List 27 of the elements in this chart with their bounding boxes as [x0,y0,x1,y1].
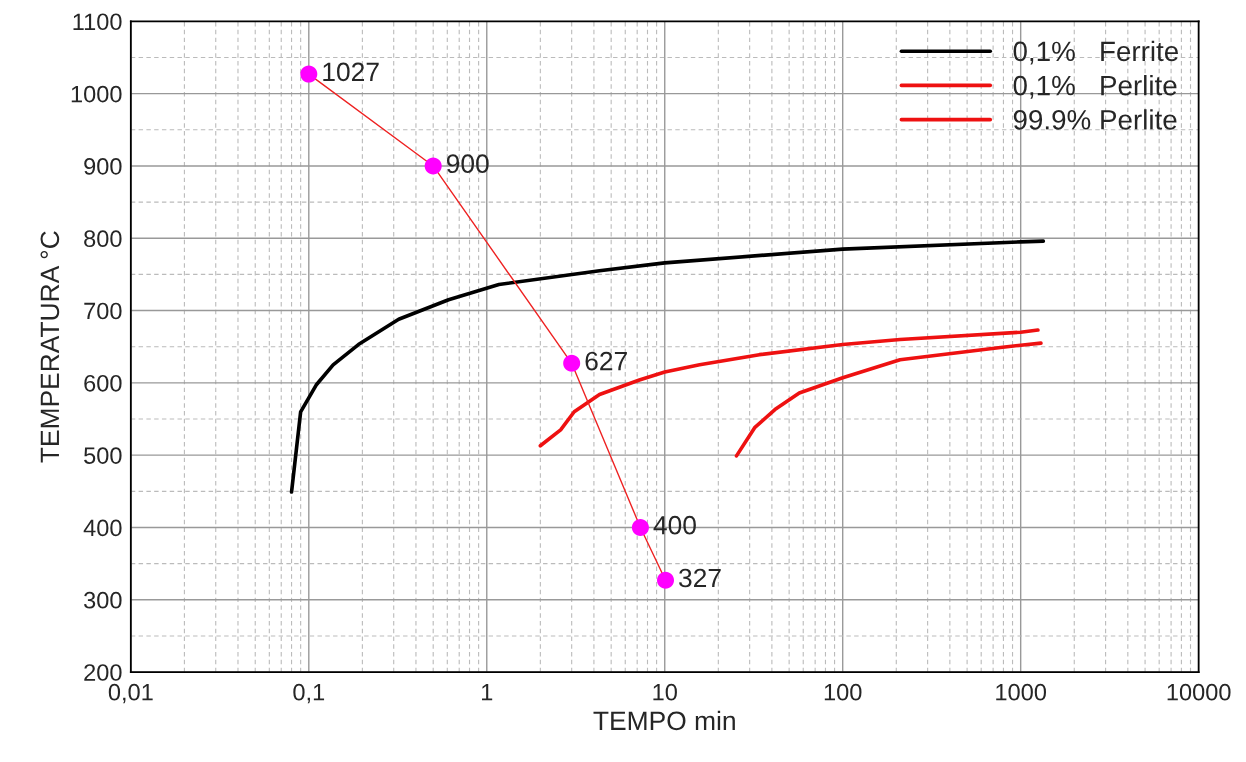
x-axis-title: TEMPO min [593,710,735,731]
data-label: 1027 [323,62,379,82]
y-tick-label: 800 [84,230,122,248]
x-tick-label: 0,01 [108,683,153,704]
legend-label: 0,1% Ferrite [1013,40,1178,65]
x-tick-label: 1 [482,684,493,701]
data-label: 900 [446,154,489,174]
y-tick-label: 1000 [71,85,122,103]
y-tick-label: 1100 [73,13,122,31]
data-label: 400 [653,515,696,535]
y-tick-label: 900 [84,158,122,175]
legend-label: 99.9% Perlite [1013,109,1177,130]
legend-label: 0,1% Perlite [1013,75,1177,99]
y-tick-label: 300 [84,591,122,609]
x-tick-label: 10000 [1167,683,1231,701]
data-label: 327 [679,568,721,588]
y-tick-label: 600 [84,374,122,392]
data-label: 627 [585,351,627,371]
y-axis-title: TEMPERATURA °C [40,231,60,463]
x-tick-label: 100 [824,683,862,701]
y-tick-label: 500 [84,447,122,464]
y-tick-label: 200 [84,664,122,681]
x-tick-label: 0,1 [293,683,325,704]
y-tick-label: 700 [84,302,122,320]
y-tick-label: 400 [83,519,122,537]
x-tick-label: 1000 [996,683,1047,701]
x-tick-label: 10 [653,683,677,701]
